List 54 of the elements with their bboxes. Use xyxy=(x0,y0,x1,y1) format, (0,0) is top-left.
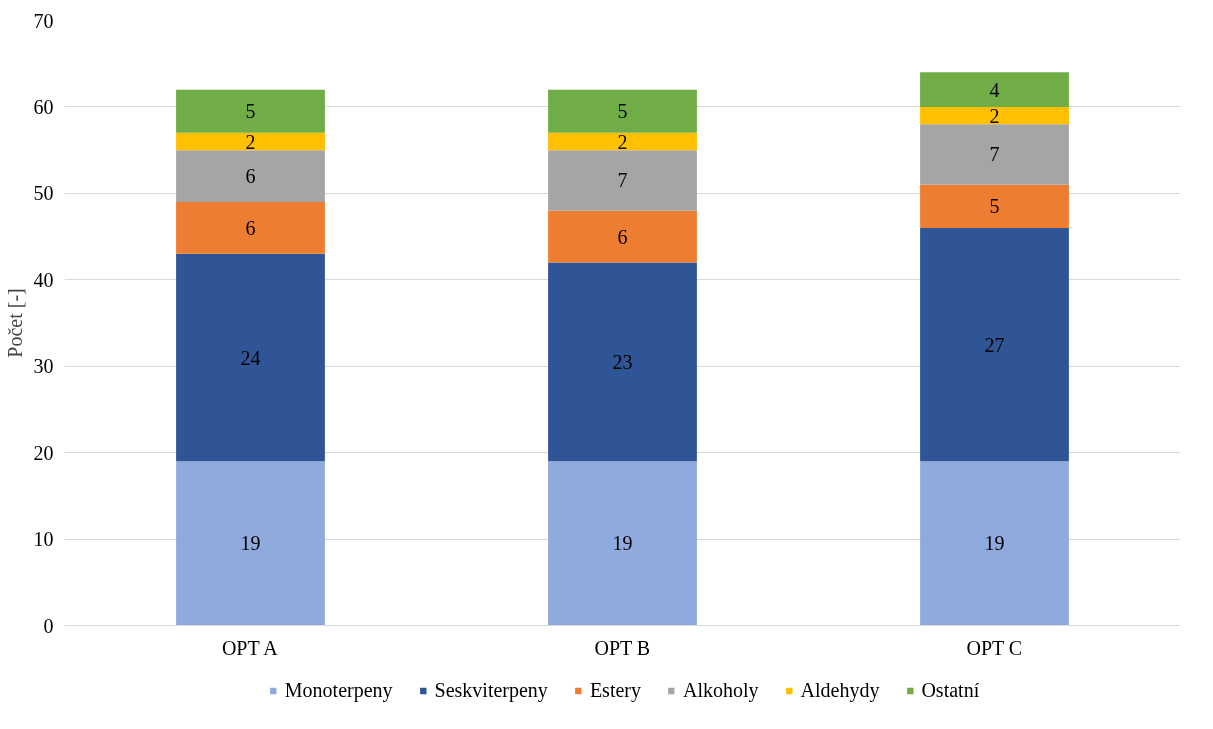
bar xyxy=(176,89,325,133)
data-label: 2 xyxy=(245,130,256,153)
bar xyxy=(920,106,1069,125)
bar xyxy=(176,253,325,462)
data-label: 4 xyxy=(989,78,1000,101)
bar xyxy=(920,184,1069,228)
y-tick-label: 0 xyxy=(43,614,54,637)
legend-label: Estery xyxy=(589,678,641,702)
data-label: 6 xyxy=(245,165,256,188)
legend-label: Alkoholy xyxy=(682,678,759,702)
y-tick-label: 70 xyxy=(33,9,54,32)
data-label: 19 xyxy=(240,532,261,555)
y-tick-label: 20 xyxy=(33,441,54,464)
y-tick-label: 10 xyxy=(33,528,54,551)
y-tick-label: 50 xyxy=(33,182,54,205)
x-tick-label: OPT B xyxy=(594,636,651,659)
y-tick-label: 40 xyxy=(33,268,54,291)
x-tick-label: OPT C xyxy=(966,636,1023,659)
data-label: 19 xyxy=(612,532,633,555)
bar xyxy=(548,132,697,151)
bar xyxy=(548,262,697,462)
y-tick-label: 60 xyxy=(33,95,54,118)
bar xyxy=(920,227,1069,462)
data-label: 5 xyxy=(617,100,628,123)
bar xyxy=(548,461,697,626)
data-label: 2 xyxy=(989,104,1000,127)
bar xyxy=(176,202,325,254)
data-label: 24 xyxy=(240,346,261,369)
legend-label: Seskviterpeny xyxy=(434,678,548,702)
data-label: 2 xyxy=(617,130,628,153)
data-label: 19 xyxy=(984,532,1005,555)
data-label: 5 xyxy=(989,195,1000,218)
legend-label: Aldehydy xyxy=(800,678,880,702)
bar xyxy=(548,89,697,133)
data-label: 7 xyxy=(617,169,628,192)
bar xyxy=(920,72,1069,107)
y-axis-title: Počet [-] xyxy=(3,288,26,358)
legend-label: Monoterpeny xyxy=(284,678,393,702)
bar xyxy=(548,210,697,263)
bar xyxy=(920,124,1069,185)
bar xyxy=(176,461,325,626)
bar xyxy=(920,461,1069,626)
data-label: 23 xyxy=(612,350,633,373)
data-label: 6 xyxy=(617,225,628,248)
data-label: 27 xyxy=(984,333,1005,356)
bar xyxy=(176,132,325,151)
legend-label: Ostatní xyxy=(921,678,980,702)
data-label: 6 xyxy=(245,216,256,239)
bar xyxy=(548,150,697,211)
data-label: 5 xyxy=(245,100,256,123)
bar xyxy=(176,150,325,202)
y-tick-label: 30 xyxy=(33,355,54,378)
data-label: 7 xyxy=(989,143,1000,166)
x-tick-label: OPT A xyxy=(221,636,279,659)
